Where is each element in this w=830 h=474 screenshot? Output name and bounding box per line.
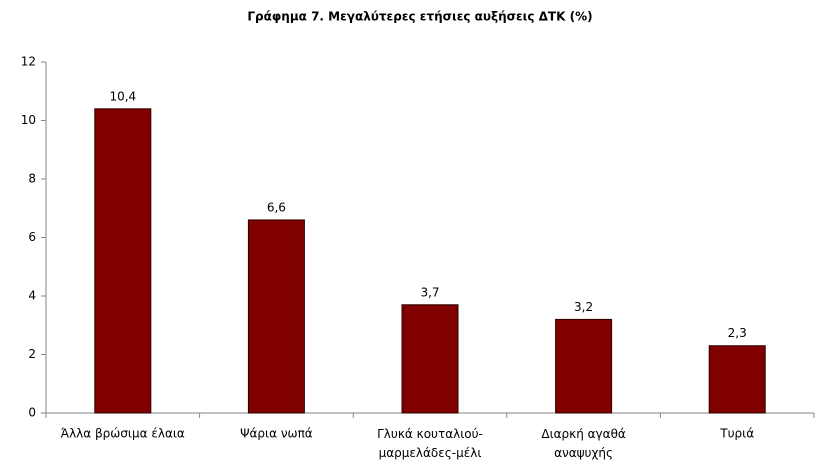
y-tick-label: 2	[28, 347, 36, 361]
x-tick-label: Ψάρια νωπά	[240, 427, 313, 441]
y-tick-label: 6	[28, 230, 36, 244]
value-label: 3,2	[574, 300, 593, 314]
value-label: 10,4	[109, 89, 136, 103]
value-label: 3,7	[420, 285, 439, 299]
y-tick-label: 4	[28, 289, 36, 303]
value-label: 2,3	[728, 326, 747, 340]
y-tick-label: 0	[28, 406, 36, 420]
y-tick-label: 12	[21, 55, 36, 69]
chart-title: Γράφημα 7. Μεγαλύτερες ετήσιες αυξήσεις …	[247, 10, 592, 24]
bar	[555, 318, 613, 414]
y-tick-label: 10	[21, 113, 36, 127]
bar	[708, 345, 766, 414]
bar	[401, 304, 459, 414]
x-tick-label: Γλυκά κουταλιού-μαρμελάδες-μέλι	[377, 427, 483, 460]
value-label: 6,6	[267, 200, 286, 214]
bar	[94, 108, 152, 414]
y-tick-label: 8	[28, 172, 36, 186]
x-tick-label: Άλλα βρώσιμα έλαια	[61, 427, 185, 441]
bar	[247, 219, 305, 414]
x-tick-label: Τυριά	[719, 427, 754, 441]
x-tick-label: Διαρκή αγαθά αναψυχής	[541, 427, 626, 460]
